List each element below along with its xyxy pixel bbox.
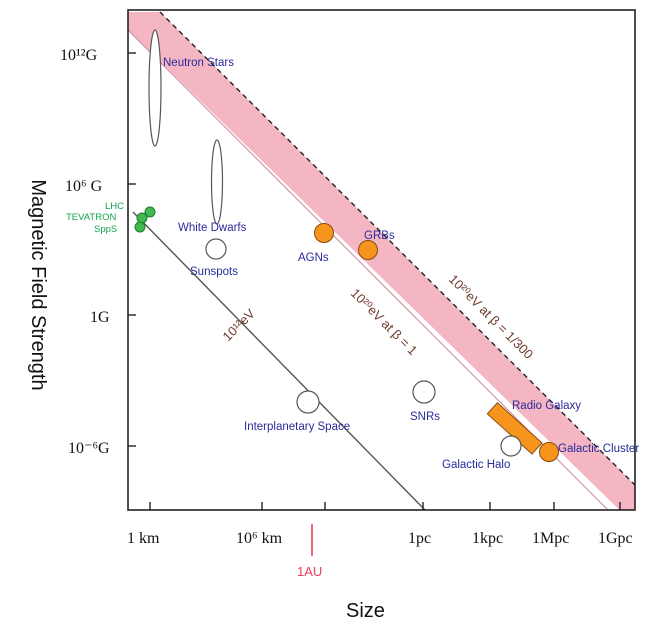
galactic-cluster-label: Galactic Cluster xyxy=(558,443,639,455)
au-marker-label: 1AU xyxy=(297,564,322,579)
lower-line-1e12eV xyxy=(132,211,426,510)
spps-label: SppS xyxy=(94,224,117,235)
sunspots-marker xyxy=(205,238,227,260)
snrs-label: SNRs xyxy=(410,411,440,423)
y-ticks xyxy=(128,52,136,447)
interplanetary-space-label: Interplanetary Space xyxy=(244,421,350,433)
agns-label: AGNs xyxy=(298,252,329,264)
y-tick-label: 10⁶ G xyxy=(65,178,103,195)
agns-marker xyxy=(314,223,334,243)
white-dwarfs-label: White Dwarfs xyxy=(178,222,247,234)
x-tick-label: 1pc xyxy=(408,530,431,547)
radio-galaxy-marker xyxy=(486,402,543,455)
galactic-cluster-marker xyxy=(539,442,559,462)
x-tick-label: 1Gpc xyxy=(598,530,633,547)
x-tick-label: 1Mpc xyxy=(532,530,569,547)
x-tick-label: 10⁶ km xyxy=(236,530,283,547)
grbs-label: GRBs xyxy=(364,230,395,242)
x-axis-title: Size xyxy=(346,600,385,622)
radio-galaxy-label: Radio Galaxy xyxy=(512,400,581,412)
neutron-stars-marker xyxy=(148,29,162,147)
grbs-marker xyxy=(358,240,378,260)
y-tick-label: 10¹²G xyxy=(60,47,98,64)
y-axis-title: Magnetic Field Strength xyxy=(27,179,49,390)
white-dwarfs-marker xyxy=(210,139,224,225)
tevatron-label: TEVATRON xyxy=(66,212,116,223)
energy-band xyxy=(128,12,635,510)
y-tick-label: 1G xyxy=(90,309,110,326)
neutron-stars-label: Neutron Stars xyxy=(163,57,234,69)
lower-line-label: 10¹²eV xyxy=(220,306,258,344)
tevatron-marker xyxy=(136,212,148,224)
galactic-halo-marker xyxy=(500,435,522,457)
x-tick-label: 1 km xyxy=(127,530,160,547)
lhc-label: LHC xyxy=(105,201,124,212)
upper-dashed-line xyxy=(159,11,635,487)
sunspots-label: Sunspots xyxy=(190,266,238,278)
x-tick-label: 1kpc xyxy=(472,530,503,547)
plot-frame xyxy=(127,9,636,511)
galactic-halo-label: Galactic Halo xyxy=(442,459,510,471)
snrs-marker xyxy=(412,380,436,404)
y-tick-label: 10⁻⁶G xyxy=(68,440,110,457)
interplanetary-space-marker xyxy=(296,390,320,414)
lhc-marker xyxy=(144,206,156,218)
x-ticks xyxy=(149,502,621,510)
spps-marker xyxy=(134,221,146,233)
